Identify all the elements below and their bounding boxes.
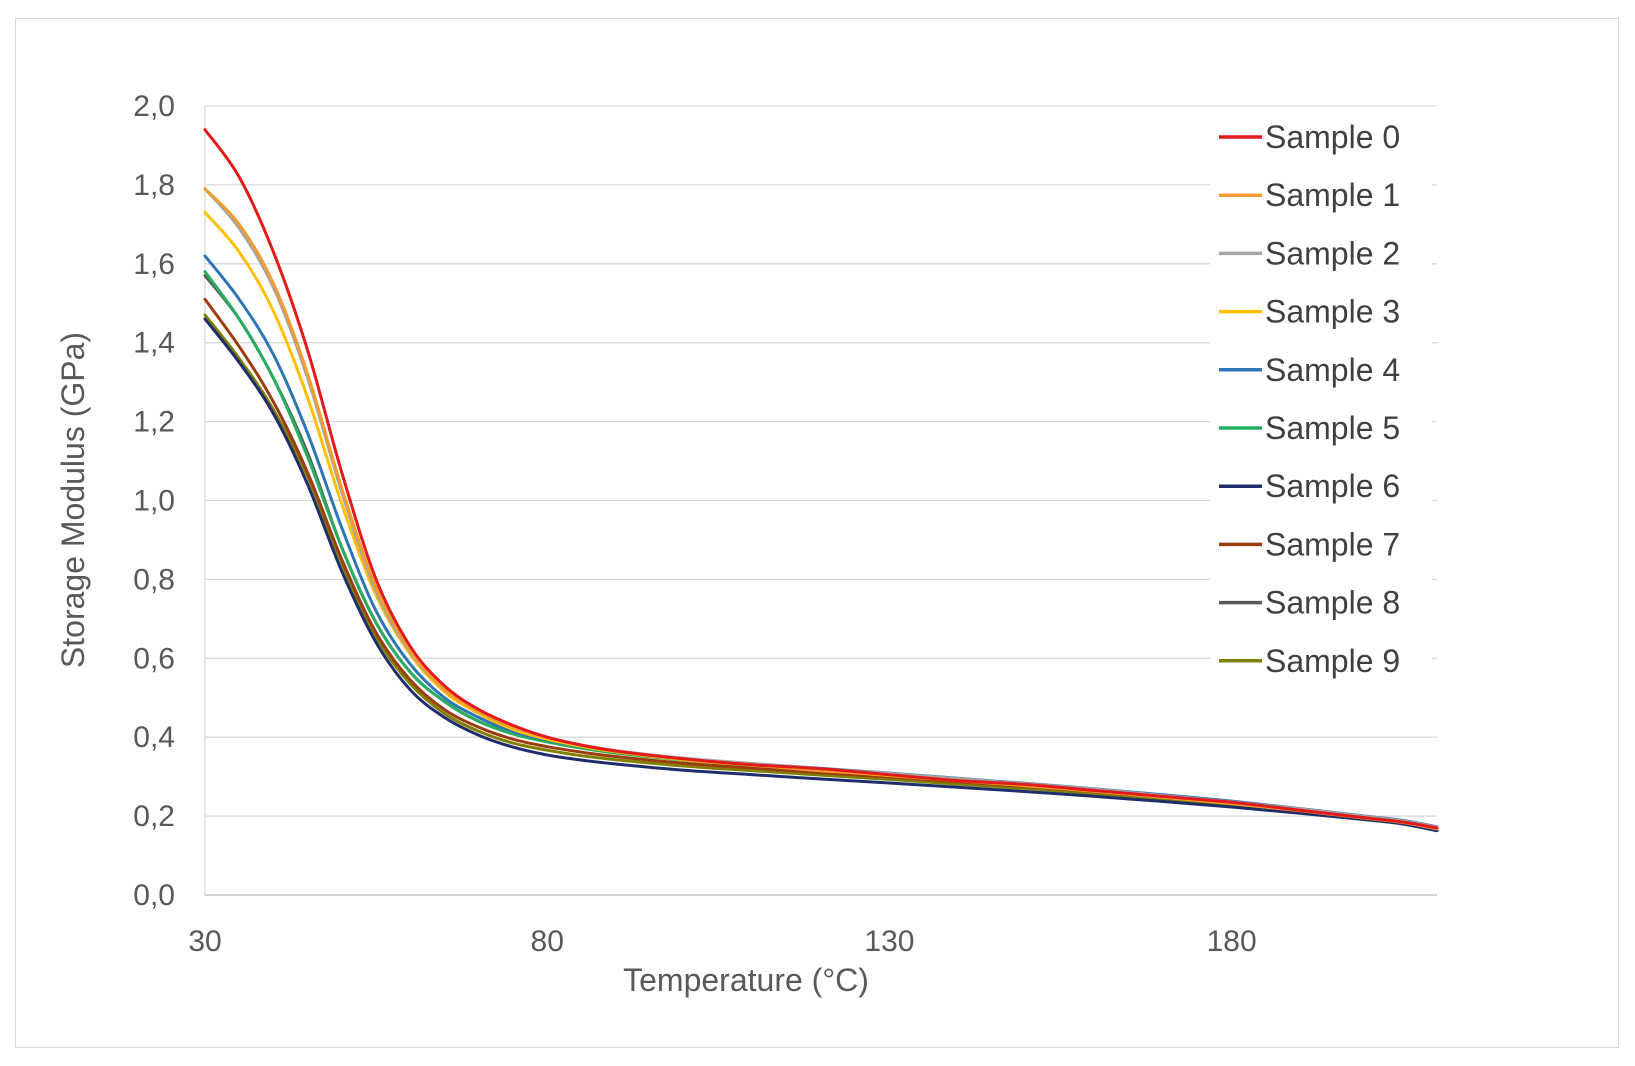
legend-label-sample-8: Sample 8 [1265,585,1400,621]
legend-label-sample-0: Sample 0 [1265,119,1400,155]
legend-label-sample-1: Sample 1 [1265,177,1400,213]
legend-label-sample-6: Sample 6 [1265,468,1400,504]
series-line-sample-6 [203,317,1439,833]
y-tick-label: 1,6 [133,248,175,281]
series-layer [203,128,1439,833]
y-tick-label: 0,2 [133,800,175,833]
x-tick-label: 180 [1207,925,1257,958]
legend-label-sample-5: Sample 5 [1265,410,1400,446]
legend: Sample 0 Sample 1 Sample 2 Sample 3 Sample 4… [1210,110,1432,690]
x-tick-label: 80 [531,925,564,958]
y-tick-label: 0,8 [133,563,175,596]
y-tick-label: 1,4 [133,327,175,360]
legend-label-sample-9: Sample 9 [1265,643,1400,679]
y-tick-label: 2,0 [133,90,175,123]
legend-label-sample-3: Sample 3 [1265,294,1400,330]
y-tick-label: 0,6 [133,642,175,675]
y-tick-label: 1,0 [133,485,175,518]
series-line-sample-9 [203,313,1439,832]
series-line-sample-0 [203,128,1439,830]
legend-label-sample-7: Sample 7 [1265,526,1400,562]
x-axis-title: Temperature (°C) [623,962,869,998]
y-tick-label: 1,8 [133,169,175,202]
axis-layer: 0,0 0,2 0,4 0,6 0,8 1,0 1,2 1,4 1,6 1,8 2,0 30 80 130… [133,90,1437,958]
legend-background [1210,110,1432,690]
y-tick-label: 0,4 [133,721,175,754]
x-tick-label: 130 [864,925,914,958]
legend-label-sample-2: Sample 2 [1265,235,1400,271]
y-tick-label: 1,2 [133,406,175,439]
x-tick-label: 30 [188,925,221,958]
y-axis-title: Storage Modulus (GPa) [55,332,91,668]
legend-label-sample-4: Sample 4 [1265,352,1400,388]
y-tick-label: 0,0 [133,879,175,912]
